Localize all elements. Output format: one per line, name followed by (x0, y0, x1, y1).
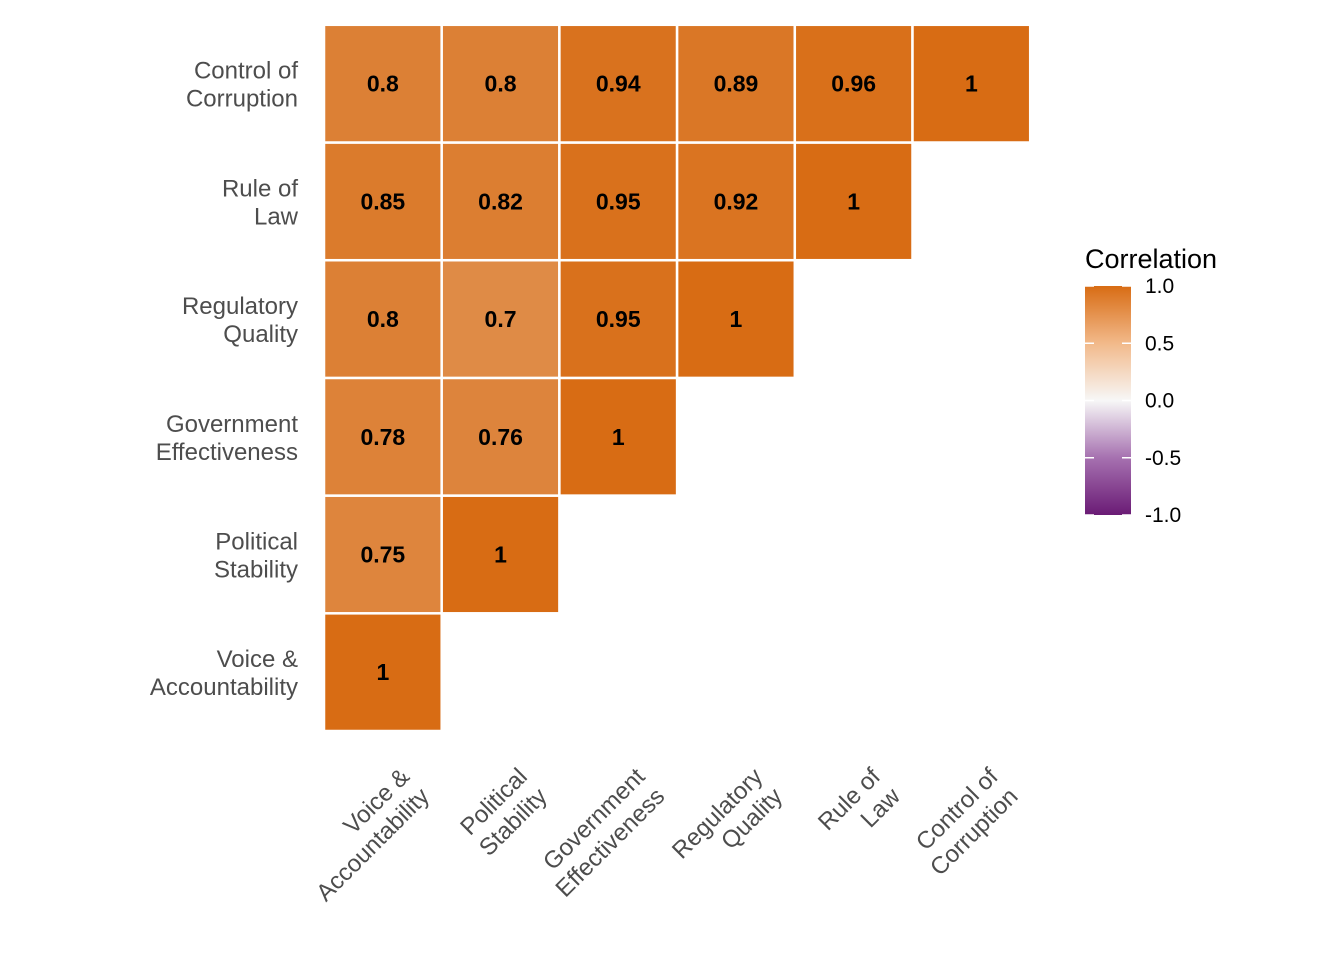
heatmap-cell-tile (793, 141, 914, 262)
y-tick-label-line: Accountability (150, 674, 298, 701)
heatmap-cell-tile (440, 141, 561, 262)
heatmap-cell-value: 0.8 (367, 306, 399, 332)
heatmap-cell: 0.96 (793, 23, 914, 144)
heatmap-cell: 0.95 (558, 258, 679, 380)
heatmap-cell: 1 (558, 376, 679, 497)
y-tick-label-line: Voice & (217, 646, 298, 673)
x-tick-label: Control ofCorruption (905, 763, 1023, 881)
heatmap-cell-value: 0.92 (714, 188, 759, 214)
y-tick-label-line: Regulatory (182, 293, 298, 320)
heatmap-cell-tile (440, 23, 561, 144)
heatmap-cell: 0.76 (440, 376, 561, 497)
heatmap-cell-value: 0.8 (367, 71, 399, 97)
heatmap-cell-tile (675, 258, 797, 380)
heatmap-cell: 0.94 (558, 23, 679, 144)
y-tick-label-line: Political (215, 528, 298, 555)
heatmap-cell-value: 0.75 (360, 541, 405, 567)
y-tick-label-line: Government (166, 411, 298, 438)
heatmap-cell: 0.78 (322, 376, 443, 497)
heatmap-cell: 0.85 (322, 141, 443, 262)
legend-ticks: 1.0 0.5 0.0 -0.5 -1.0 (1085, 275, 1181, 527)
heatmap-cell-tile (558, 376, 679, 497)
y-tick-label-line: Law (254, 203, 299, 230)
heatmap-cell: 0.75 (322, 494, 443, 615)
heatmap-cell: 0.8 (440, 23, 561, 144)
x-tick-label: Voice &Accountability (291, 763, 435, 907)
heatmap-cell-value: 1 (494, 541, 507, 567)
heatmap-cell: 1 (793, 141, 914, 262)
heatmap-cell: 0.89 (675, 23, 797, 144)
heatmap-cell: 1 (440, 494, 561, 615)
heatmap-cell-tile (440, 258, 561, 380)
x-tick-label: PoliticalStability (454, 763, 552, 861)
heatmap-cell-value: 0.78 (360, 424, 405, 450)
x-tick-label: Rule ofLaw (813, 763, 906, 856)
y-tick-label: Regulatory Quality (182, 293, 298, 348)
y-tick-label: Government Effectiveness (156, 411, 299, 466)
heatmap-cell: 1 (322, 612, 443, 733)
heatmap-cell-tile (558, 258, 679, 380)
heatmap-cell: 1 (675, 258, 797, 380)
heatmap-cell-tile (322, 23, 443, 144)
y-tick-label-line: Rule of (222, 175, 298, 202)
heatmap-cell-value: 0.95 (596, 188, 641, 214)
color-legend: Correlation 1.0 0.5 0.0 -0.5 -1.0 (1085, 244, 1217, 527)
legend-tick-label: 0.5 (1145, 332, 1174, 355)
heatmap-cell: 0.92 (675, 141, 797, 262)
heatmap-cell-value: 1 (730, 306, 743, 332)
y-tick-label: Rule of Law (222, 175, 299, 230)
heatmap-cell-value: 0.7 (485, 306, 517, 332)
x-tick-label: RegulatoryQuality (667, 763, 788, 884)
heatmap-cell: 0.95 (558, 141, 679, 262)
y-axis-tick-labels: Voice & Accountability Political Stability G… (150, 58, 299, 702)
y-tick-label-line: Effectiveness (156, 439, 298, 466)
legend-tick-label: 0.0 (1145, 390, 1174, 413)
heatmap-cell-value: 0.96 (831, 71, 876, 97)
y-tick-label: Political Stability (214, 528, 298, 583)
y-tick-label: Control of Corruption (186, 58, 298, 113)
heatmap-cell-tile (911, 23, 1032, 144)
y-tick-label-line: Stability (214, 556, 298, 583)
heatmap-cell-value: 1 (847, 188, 860, 214)
heatmap-cell-value: 0.8 (485, 71, 517, 97)
heatmap-cells: 1 0.75 1 0.78 0.76 1 0.8 0.7 0.95 1 0.85 0.82 0.95 0.… (322, 23, 1032, 733)
x-tick-label: GovernmentEffectiveness (531, 763, 671, 903)
y-tick-label-line: Corruption (186, 86, 298, 113)
heatmap-cell-value: 0.76 (478, 424, 523, 450)
heatmap-cell: 1 (911, 23, 1032, 144)
heatmap-cell-value: 1 (612, 424, 625, 450)
heatmap-cell-tile (793, 23, 914, 144)
x-axis-tick-labels: Voice &Accountability PoliticalStabilityG… (291, 763, 1023, 907)
heatmap-cell-value: 1 (376, 659, 389, 685)
heatmap-cell-value: 0.89 (714, 71, 759, 97)
heatmap-cell-tile (440, 376, 561, 497)
y-tick-label: Voice & Accountability (150, 646, 298, 701)
heatmap-cell-tile (322, 494, 443, 615)
heatmap-cell: 0.8 (322, 258, 443, 380)
legend-tick-label: 1.0 (1145, 275, 1174, 298)
heatmap-cell-value: 0.94 (596, 71, 641, 97)
legend-tick-label: -1.0 (1145, 504, 1181, 527)
legend-tick-label: -0.5 (1145, 447, 1181, 470)
heatmap-cell: 0.7 (440, 258, 561, 380)
heatmap-cell-tile (322, 258, 443, 380)
heatmap-cell-value: 1 (965, 71, 978, 97)
heatmap-cell-tile (322, 612, 443, 733)
y-tick-label-line: Quality (223, 321, 298, 348)
heatmap-cell: 0.82 (440, 141, 561, 262)
heatmap-cell: 0.8 (322, 23, 443, 144)
heatmap-cell-tile (558, 23, 679, 144)
heatmap-cell-value: 0.82 (478, 188, 523, 214)
heatmap-cell-value: 0.95 (596, 306, 641, 332)
legend-title: Correlation (1085, 244, 1217, 274)
heatmap-cell-value: 0.85 (360, 188, 405, 214)
heatmap-cell-tile (558, 141, 679, 262)
heatmap-cell-tile (675, 23, 797, 144)
y-tick-label-line: Control of (194, 58, 298, 85)
